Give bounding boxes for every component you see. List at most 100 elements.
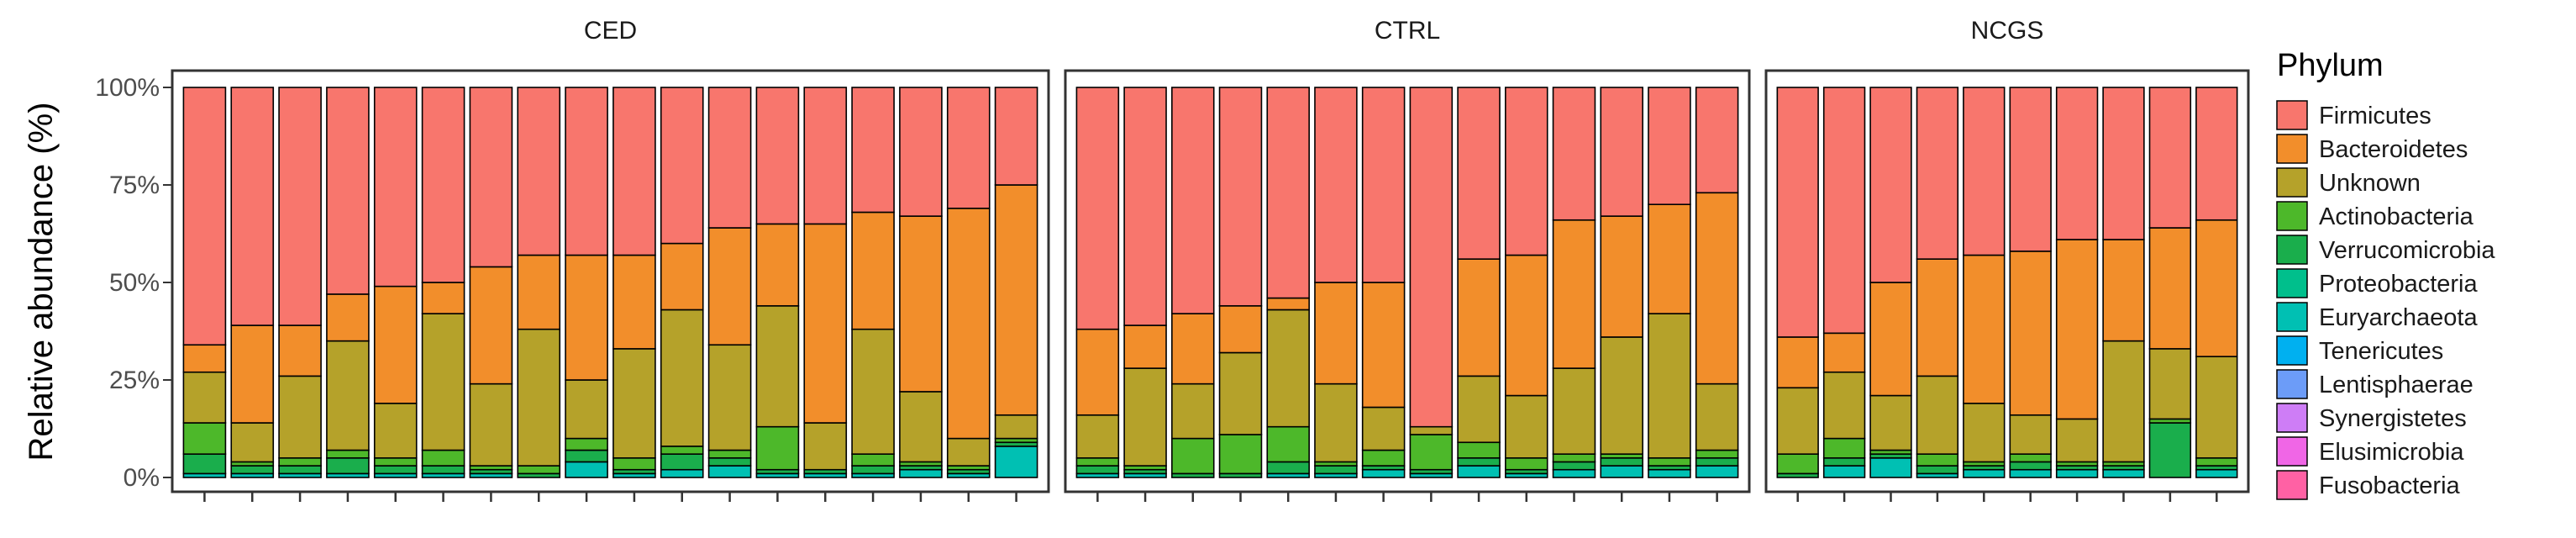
sample-bar	[946, 87, 991, 478]
bar-segment-firmicutes	[421, 87, 465, 283]
sample-bar	[1218, 87, 1263, 478]
bar-segment-firmicutes	[1266, 87, 1310, 299]
sample-bar	[2148, 87, 2192, 478]
bar-segment-firmicutes	[1505, 87, 1548, 256]
bar-segment-verrucomicrobia	[851, 465, 895, 475]
bar-segment-unknown	[278, 375, 322, 459]
bar-segment-unknown	[660, 309, 704, 447]
sample-bar	[278, 87, 322, 478]
sample-bar	[707, 87, 752, 478]
bar-segment-bacteroidetes	[2055, 239, 2099, 420]
bar-segment-unknown	[1505, 394, 1548, 459]
y-tick-label: 100%	[95, 74, 160, 102]
sample-bar	[1776, 87, 1819, 478]
panel-border	[1064, 69, 1751, 493]
bar-segment-euryarchaeota	[1963, 468, 2006, 478]
bar-segment-unknown	[565, 379, 608, 440]
bar-segment-actinobacteria	[1822, 437, 1866, 459]
bar-segment-firmicutes	[1314, 87, 1358, 283]
bar-segment-euryarchaeota	[994, 446, 1038, 478]
bar-segment-bacteroidetes	[565, 254, 608, 381]
y-tick-label: 75%	[109, 171, 160, 199]
bar-segment-euryarchaeota	[2055, 468, 2099, 478]
panel-ced: CED	[171, 17, 1050, 502]
legend-item: Synergistetes	[2276, 403, 2467, 433]
bar-segment-firmicutes	[946, 87, 991, 209]
bar-segment-unknown	[755, 305, 800, 428]
legend-item: Euryarchaeota	[2276, 302, 2478, 332]
sample-bar	[2102, 87, 2145, 478]
bar-segment-euryarchaeota	[2195, 468, 2238, 478]
bar-segment-bacteroidetes	[517, 254, 561, 330]
bar-segment-unknown	[899, 391, 943, 463]
sample-bar	[421, 87, 465, 478]
bar-segment-verrucomicrobia	[1822, 456, 1866, 467]
sample-bar	[373, 87, 418, 478]
bar-segment-verrucomicrobia	[565, 449, 608, 463]
bar-segment-firmicutes	[373, 87, 418, 287]
bar-segment-firmicutes	[2009, 87, 2052, 252]
bar-segment-bacteroidetes	[660, 242, 704, 311]
sample-bar	[2195, 87, 2238, 478]
y-tick-label: 50%	[109, 269, 160, 297]
sample-bar	[899, 87, 943, 478]
legend-item: Unknown	[2276, 167, 2421, 198]
bar-segment-euryarchaeota	[2102, 468, 2145, 478]
bar-segment-bacteroidetes	[2009, 251, 2052, 416]
bar-segment-firmicutes	[1600, 87, 1643, 217]
bar-segment-euryarchaeota	[1695, 465, 1739, 478]
bar-segment-euryarchaeota	[1552, 468, 1596, 478]
bar-segment-unknown	[1869, 394, 1912, 451]
sample-bar	[1695, 87, 1739, 478]
bar-segment-verrucomicrobia	[707, 456, 752, 467]
bar-segment-bacteroidetes	[899, 215, 943, 393]
bar-segment-actinobacteria	[1916, 453, 1959, 467]
bar-segment-bacteroidetes	[1505, 254, 1548, 397]
bar-segment-firmicutes	[1457, 87, 1501, 260]
bar-segment-bacteroidetes	[755, 223, 800, 307]
legend-item: Lentisphaerae	[2276, 369, 2473, 399]
bar-segment-euryarchaeota	[1457, 465, 1501, 478]
bar-segment-bacteroidetes	[946, 208, 991, 440]
bar-segment-bacteroidetes	[1266, 297, 1310, 311]
sample-bar	[755, 87, 800, 478]
bar-segment-unknown	[1361, 406, 1406, 451]
bar-segment-actinobacteria	[1552, 453, 1596, 463]
legend-item: Proteobacteria	[2276, 268, 2478, 298]
bar-segment-bacteroidetes	[469, 266, 513, 385]
bar-segment-verrucomicrobia	[2148, 422, 2192, 478]
bar-segment-actinobacteria	[707, 449, 752, 459]
bar-segment-verrucomicrobia	[278, 465, 322, 475]
sample-bar	[1505, 87, 1548, 478]
bar-segment-firmicutes	[851, 87, 895, 214]
bar-segment-firmicutes	[517, 87, 561, 256]
legend-item: Tenericutes	[2276, 335, 2443, 366]
legend-swatch	[2276, 335, 2308, 366]
bar-segment-bacteroidetes	[421, 282, 465, 314]
bar-segment-bacteroidetes	[1822, 332, 1866, 373]
sample-bar	[1409, 87, 1454, 478]
legend-label: Actinobacteria	[2319, 203, 2474, 230]
bar-segment-unknown	[373, 403, 418, 459]
sample-bar	[660, 87, 704, 478]
bar-segment-bacteroidetes	[851, 211, 895, 330]
bar-segment-actinobacteria	[1266, 425, 1310, 463]
bar-segment-firmicutes	[1695, 87, 1739, 194]
bar-segment-bacteroidetes	[1218, 305, 1263, 354]
bar-segment-firmicutes	[1552, 87, 1596, 221]
bar-segment-firmicutes	[612, 87, 656, 256]
facet-strip-label: NCGS	[1971, 17, 2044, 45]
bar-segment-bacteroidetes	[1457, 258, 1501, 377]
sample-bar	[1916, 87, 1959, 478]
bar-segment-firmicutes	[1822, 87, 1866, 335]
sample-bar	[2009, 87, 2052, 478]
sample-bar	[803, 87, 848, 478]
bar-segment-firmicutes	[660, 87, 704, 245]
sample-bar	[1552, 87, 1596, 478]
legend-swatch	[2276, 369, 2308, 399]
sample-bar	[1963, 87, 2006, 478]
bar-segment-bacteroidetes	[1552, 219, 1596, 369]
legend: Phylum Firmicutes Bacteroidetes Unknown Act…	[2276, 48, 2495, 500]
bar-segment-actinobacteria	[1648, 456, 1691, 467]
legend-swatch	[2276, 235, 2308, 265]
